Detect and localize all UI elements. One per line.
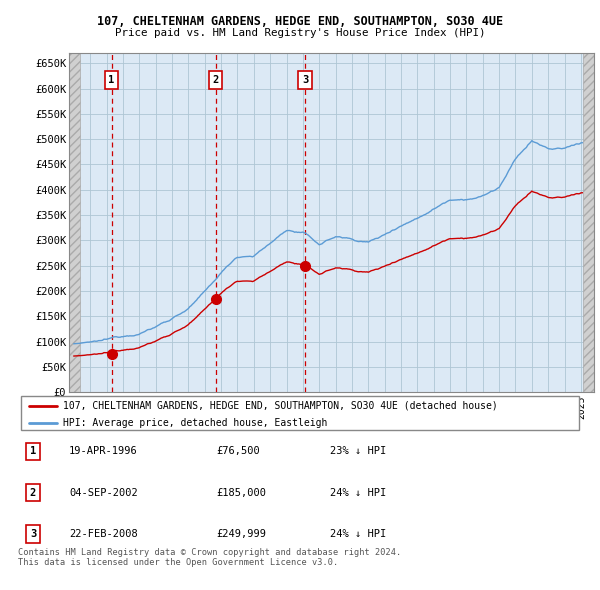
Text: £185,000: £185,000 xyxy=(216,488,266,497)
Text: 22-FEB-2008: 22-FEB-2008 xyxy=(69,529,138,539)
Text: £249,999: £249,999 xyxy=(216,529,266,539)
Text: 107, CHELTENHAM GARDENS, HEDGE END, SOUTHAMPTON, SO30 4UE (detached house): 107, CHELTENHAM GARDENS, HEDGE END, SOUT… xyxy=(63,401,498,411)
Text: £76,500: £76,500 xyxy=(216,447,260,456)
Text: 19-APR-1996: 19-APR-1996 xyxy=(69,447,138,456)
FancyBboxPatch shape xyxy=(21,396,579,431)
Text: 23% ↓ HPI: 23% ↓ HPI xyxy=(330,447,386,456)
Text: 2: 2 xyxy=(30,488,36,497)
Text: 3: 3 xyxy=(30,529,36,539)
Text: 1: 1 xyxy=(109,75,115,85)
Text: HPI: Average price, detached house, Eastleigh: HPI: Average price, detached house, East… xyxy=(63,418,328,428)
Text: Price paid vs. HM Land Registry's House Price Index (HPI): Price paid vs. HM Land Registry's House … xyxy=(115,28,485,38)
Text: 24% ↓ HPI: 24% ↓ HPI xyxy=(330,529,386,539)
Bar xyxy=(69,43,80,392)
Text: 24% ↓ HPI: 24% ↓ HPI xyxy=(330,488,386,497)
Text: 04-SEP-2002: 04-SEP-2002 xyxy=(69,488,138,497)
Text: 2: 2 xyxy=(212,75,219,85)
Text: 107, CHELTENHAM GARDENS, HEDGE END, SOUTHAMPTON, SO30 4UE: 107, CHELTENHAM GARDENS, HEDGE END, SOUT… xyxy=(97,15,503,28)
Text: 1: 1 xyxy=(30,447,36,456)
Text: 3: 3 xyxy=(302,75,308,85)
Bar xyxy=(583,43,594,392)
Text: Contains HM Land Registry data © Crown copyright and database right 2024.
This d: Contains HM Land Registry data © Crown c… xyxy=(18,548,401,567)
